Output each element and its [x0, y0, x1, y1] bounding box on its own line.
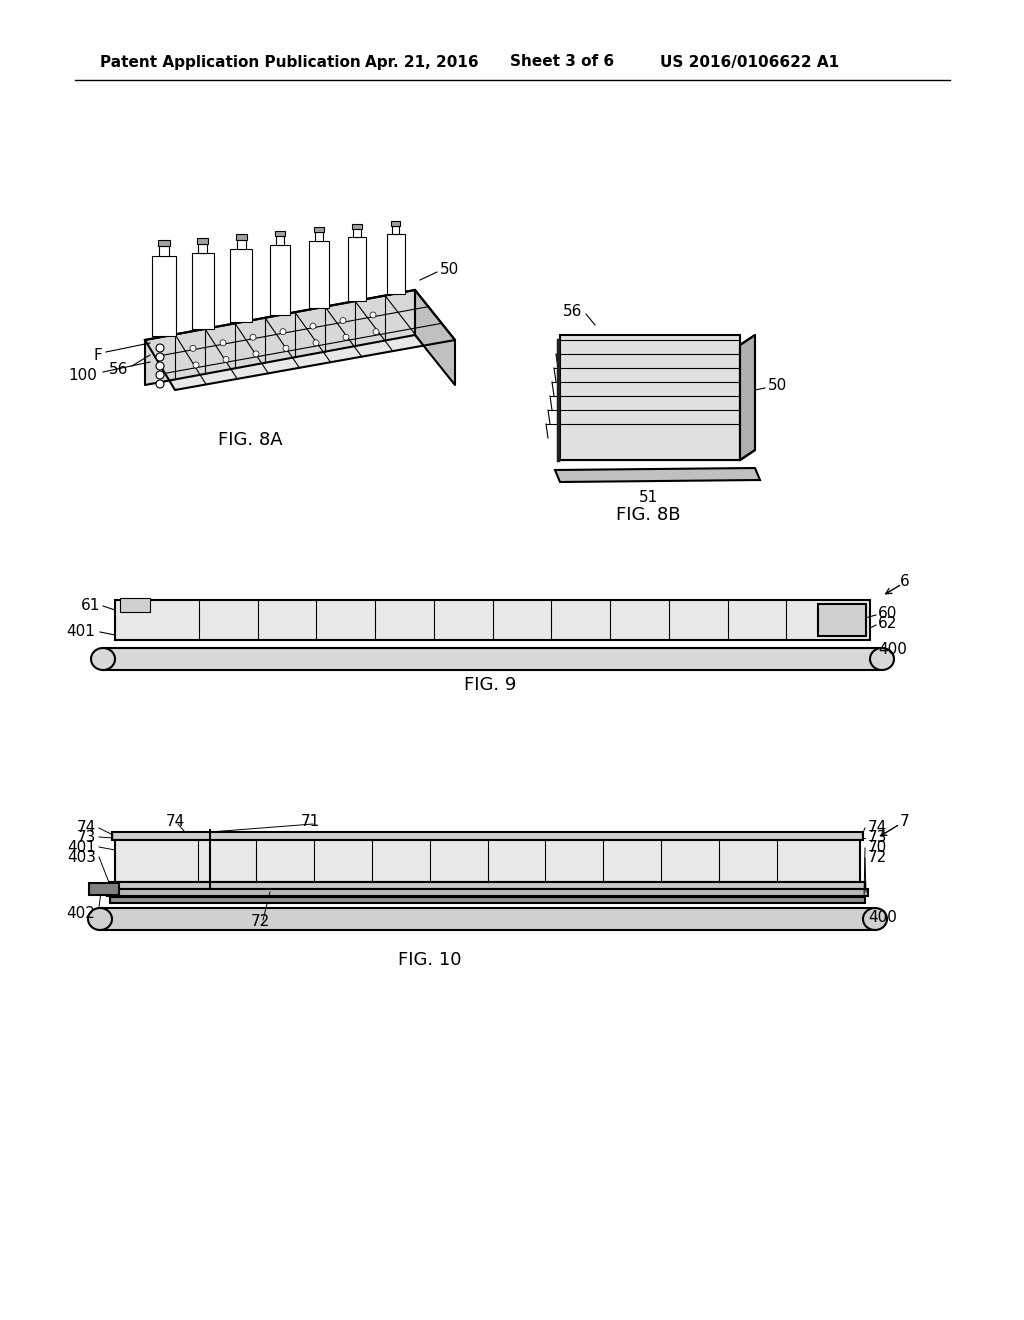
Text: 400: 400	[878, 643, 907, 657]
Polygon shape	[103, 648, 882, 671]
Text: 403: 403	[67, 850, 96, 865]
Circle shape	[156, 380, 164, 388]
Polygon shape	[230, 249, 253, 322]
Polygon shape	[110, 882, 865, 888]
Polygon shape	[106, 888, 868, 896]
Polygon shape	[392, 226, 399, 234]
Circle shape	[250, 334, 256, 341]
Text: 100: 100	[69, 367, 97, 383]
Polygon shape	[415, 290, 455, 385]
Polygon shape	[145, 290, 455, 389]
Text: 70: 70	[868, 841, 887, 855]
Polygon shape	[560, 450, 755, 459]
Text: 402: 402	[67, 907, 95, 921]
Text: F: F	[93, 347, 102, 363]
Polygon shape	[153, 256, 176, 337]
Polygon shape	[391, 222, 400, 226]
Circle shape	[156, 345, 164, 352]
Polygon shape	[313, 227, 324, 232]
Polygon shape	[308, 240, 329, 308]
Polygon shape	[110, 898, 865, 903]
Polygon shape	[159, 240, 170, 247]
Polygon shape	[353, 228, 360, 236]
Text: 72: 72	[868, 850, 887, 866]
Text: 401: 401	[68, 840, 96, 854]
Text: 50: 50	[440, 263, 459, 277]
Text: 62: 62	[878, 616, 897, 631]
Circle shape	[220, 339, 226, 346]
Text: 73: 73	[77, 829, 96, 845]
Polygon shape	[275, 236, 285, 246]
Circle shape	[253, 351, 259, 356]
Polygon shape	[115, 840, 860, 882]
Polygon shape	[199, 244, 208, 253]
Circle shape	[223, 356, 229, 363]
Text: 61: 61	[81, 598, 100, 614]
Polygon shape	[236, 235, 247, 240]
Ellipse shape	[91, 648, 115, 671]
Text: 73: 73	[868, 830, 888, 846]
Text: 56: 56	[562, 305, 582, 319]
Text: 400: 400	[868, 911, 897, 925]
Polygon shape	[352, 224, 361, 228]
Circle shape	[156, 362, 164, 370]
Text: 60: 60	[878, 606, 897, 622]
Circle shape	[340, 318, 346, 323]
Ellipse shape	[863, 908, 887, 931]
Polygon shape	[560, 335, 740, 459]
Polygon shape	[89, 883, 119, 895]
Circle shape	[310, 323, 316, 329]
Text: 72: 72	[251, 915, 269, 929]
Circle shape	[343, 334, 349, 341]
Circle shape	[156, 352, 164, 360]
Polygon shape	[270, 246, 290, 315]
Circle shape	[313, 339, 319, 346]
Polygon shape	[387, 234, 404, 293]
Circle shape	[156, 371, 164, 379]
Polygon shape	[100, 908, 874, 931]
Text: FIG. 9: FIG. 9	[464, 676, 516, 694]
Text: FIG. 8B: FIG. 8B	[615, 506, 680, 524]
Polygon shape	[348, 236, 367, 301]
Text: 50: 50	[768, 378, 787, 392]
Polygon shape	[198, 238, 209, 244]
Text: 74: 74	[77, 821, 96, 836]
Circle shape	[373, 329, 379, 335]
Text: 6: 6	[900, 574, 909, 590]
Circle shape	[280, 329, 286, 335]
Ellipse shape	[870, 648, 894, 671]
Polygon shape	[112, 832, 863, 840]
Polygon shape	[314, 232, 323, 240]
Text: Patent Application Publication: Patent Application Publication	[100, 54, 360, 70]
Polygon shape	[191, 253, 214, 329]
Polygon shape	[160, 247, 169, 256]
Text: 71: 71	[300, 814, 319, 829]
Polygon shape	[237, 240, 246, 249]
Circle shape	[193, 362, 199, 368]
Text: Apr. 21, 2016: Apr. 21, 2016	[365, 54, 478, 70]
Circle shape	[370, 312, 376, 318]
Polygon shape	[274, 231, 286, 236]
Text: Sheet 3 of 6: Sheet 3 of 6	[510, 54, 614, 70]
Polygon shape	[145, 290, 415, 385]
Ellipse shape	[88, 908, 112, 931]
Text: FIG. 8A: FIG. 8A	[218, 432, 283, 449]
Polygon shape	[555, 469, 760, 482]
Text: US 2016/0106622 A1: US 2016/0106622 A1	[660, 54, 839, 70]
Polygon shape	[740, 335, 755, 459]
Text: 7: 7	[900, 814, 909, 829]
Circle shape	[190, 346, 196, 351]
Polygon shape	[115, 601, 870, 640]
Polygon shape	[818, 605, 866, 636]
Text: 74: 74	[868, 821, 887, 836]
Polygon shape	[120, 598, 150, 612]
Text: 56: 56	[109, 363, 128, 378]
Text: FIG. 10: FIG. 10	[398, 950, 462, 969]
Text: 74: 74	[165, 814, 184, 829]
Circle shape	[283, 346, 289, 351]
Text: 51: 51	[638, 491, 657, 506]
Text: 401: 401	[67, 624, 95, 639]
